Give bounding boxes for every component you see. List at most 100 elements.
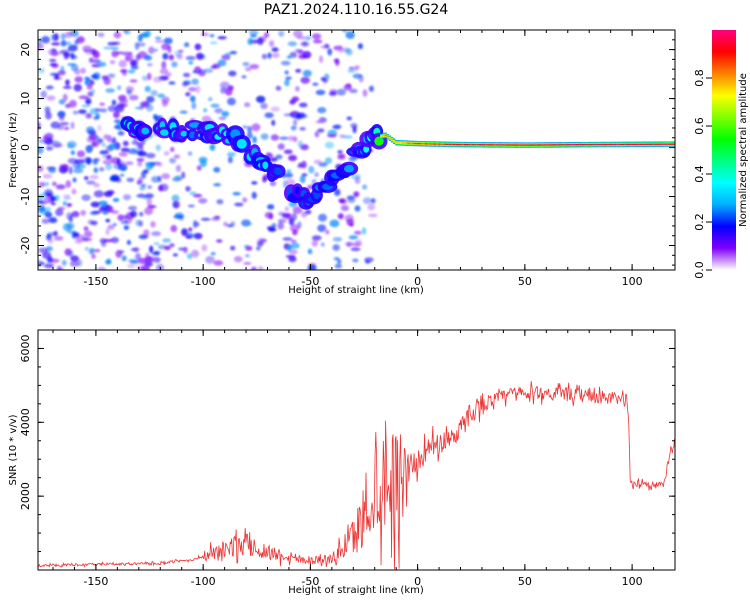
ridge-cell: [584, 143, 587, 146]
spectrogram-noise-cell: [311, 179, 317, 183]
spectrogram-noise-cell: [110, 236, 119, 244]
spectrogram-noise-cell: [277, 143, 285, 150]
ridge-cell: [556, 144, 559, 146]
spectrogram-noise-cell: [343, 135, 353, 139]
spectrogram-noise-cell: [251, 266, 257, 270]
spectrogram-noise-cell: [78, 95, 89, 100]
spectrogram-noise-cell: [138, 176, 144, 184]
spectrogram-noise-cell: [128, 259, 137, 263]
spectrogram-noise-cell: [317, 224, 327, 233]
spectrogram-noise-cell: [305, 35, 311, 41]
spectrogram-noise-cell: [334, 263, 342, 269]
spectrogram-noise-cell: [285, 76, 292, 81]
spectrogram-noise-cell: [260, 102, 268, 110]
spectrogram-noise-cell: [93, 182, 100, 188]
spectrogram-noise-cell: [213, 166, 221, 173]
spectrogram-noise-cell: [293, 30, 303, 38]
ridge-cell: [641, 143, 645, 146]
ridge-cell: [605, 143, 608, 146]
ridge-cell: [532, 144, 535, 146]
spectrogram-noise-cell: [140, 183, 147, 187]
spectrogram-noise-cell: [146, 198, 153, 206]
spectrogram-noise-cell: [245, 222, 253, 226]
spectrogram-noise-cell: [156, 161, 163, 167]
spectrogram-noise-cell: [277, 218, 287, 223]
spectrogram-noise-cell: [300, 41, 310, 47]
ridge-cell: [637, 143, 640, 146]
spectrogram-noise-cell: [324, 141, 335, 149]
spectrogram-noise-cell: [223, 221, 228, 227]
x-tick-label: -100: [191, 575, 216, 588]
spectrogram-noise-cell: [307, 248, 313, 255]
spectrogram-noise-cell: [145, 163, 153, 171]
ridge-cell: [601, 143, 604, 146]
spectrogram-noise-cell: [287, 41, 298, 47]
y-tick-label: 0: [19, 144, 32, 151]
spectrogram-noise-cell: [111, 50, 119, 58]
x-tick-label: 50: [518, 275, 532, 288]
spectrogram-noise-cell: [109, 142, 117, 147]
ridge-cell: [504, 144, 507, 146]
spectrogram-noise-cell: [188, 227, 193, 232]
spectrogram-noise-cell: [122, 72, 128, 77]
spectrogram-noise-cell: [70, 63, 79, 72]
ridge-cell: [564, 144, 567, 146]
ridge-cell: [414, 142, 417, 145]
x-tick-label: -50: [301, 575, 319, 588]
spectrogram-noise-cell: [83, 230, 93, 238]
ridge-cell: [618, 143, 621, 146]
spectrogram-noise-cell: [38, 43, 44, 50]
spectrogram-noise-cell: [40, 90, 47, 99]
spectrogram-noise-cell: [191, 78, 199, 85]
spectrogram-noise-cell: [47, 216, 57, 220]
spectrogram-noise-cell: [269, 181, 277, 187]
ridge-cell: [487, 144, 490, 146]
spectrogram-noise-cell: [192, 70, 198, 74]
spectrogram-noise-cell: [194, 43, 202, 51]
ridge-cell: [526, 144, 529, 146]
ridge-cell: [474, 144, 477, 146]
spectrogram-noise-cell: [270, 106, 280, 112]
spectrogram-noise-cell: [179, 110, 188, 114]
spectrogram-noise-cell: [130, 65, 139, 70]
spectrogram-noise-cell: [185, 55, 196, 61]
spectrogram-noise-cell: [210, 103, 220, 108]
ridge-cell: [549, 144, 552, 146]
spectrogram-noise-cell: [91, 89, 96, 94]
spectrogram-noise-cell: [299, 127, 306, 131]
spectrogram-noise-cell: [62, 85, 72, 89]
spectrogram-noise-cell: [92, 50, 100, 59]
spectrogram-noise-cell: [102, 159, 113, 165]
spectrogram-noise-cell: [53, 235, 64, 241]
spectrogram-noise-cell: [90, 220, 98, 226]
spectrogram-noise-cell: [107, 105, 117, 112]
spectrogram-noise-cell: [145, 261, 152, 267]
spectrogram-noise-cell: [109, 60, 116, 65]
spectrogram-noise-cell: [257, 266, 264, 270]
spectrogram-noise-cell: [298, 102, 308, 108]
spectrogram-noise-cell: [74, 76, 83, 83]
spectrogram-noise-cell: [181, 171, 186, 179]
ridge-cell: [313, 191, 321, 200]
ridge-cell: [431, 143, 434, 145]
spectrogram-noise-cell: [282, 237, 293, 241]
ridge-cell: [406, 142, 409, 144]
spectrogram-noise-cell: [170, 224, 178, 233]
ridge-cell: [671, 143, 675, 145]
spectrogram-noise-cell: [283, 149, 293, 155]
spectrogram-noise-cell: [90, 201, 101, 208]
spectrogram-noise-cell: [41, 36, 50, 44]
spectrogram-noise-cell: [50, 202, 56, 206]
ridge-cell: [397, 142, 400, 144]
y-tick-label: 10: [19, 92, 32, 106]
ridge-cell: [491, 144, 494, 146]
colorbar-tick-label: 0.8: [693, 69, 706, 87]
spectrogram-noise-cell: [362, 197, 372, 205]
spectrogram-noise-cell: [288, 154, 298, 162]
spectrogram-noise-cell: [224, 87, 233, 96]
spectrogram-noise-cell: [308, 165, 315, 174]
spectrogram-noise-cell: [117, 130, 125, 136]
ridge-cell: [399, 142, 402, 144]
spectrogram-noise-cell: [81, 194, 91, 201]
spectrogram-noise-cell: [54, 194, 60, 202]
